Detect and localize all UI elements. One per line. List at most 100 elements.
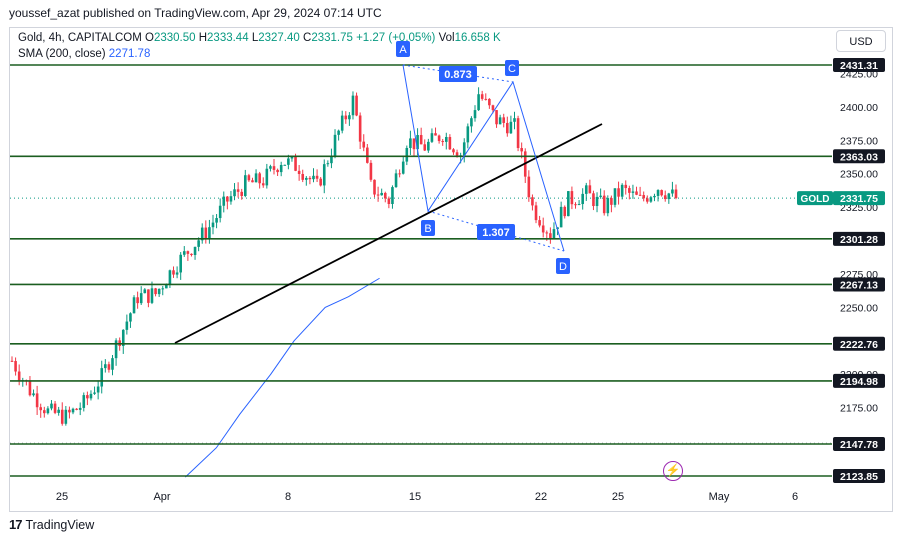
level-tag-text: 2147.78 bbox=[840, 439, 878, 451]
legend-vol: 16.658 K bbox=[454, 32, 501, 44]
candle-body bbox=[649, 197, 653, 202]
level-tag-bg bbox=[833, 231, 885, 246]
candle-body bbox=[653, 195, 656, 198]
x-tick-label: Apr bbox=[153, 491, 170, 503]
candle-body bbox=[498, 117, 502, 125]
candle-body bbox=[143, 289, 147, 294]
level-tag-bg bbox=[833, 336, 885, 351]
legend-high-label: H bbox=[198, 32, 208, 44]
candle-body bbox=[197, 240, 200, 247]
current-price-tag-bg bbox=[833, 191, 885, 206]
candle-body bbox=[441, 141, 445, 143]
candle-body bbox=[294, 156, 297, 171]
candle-body bbox=[14, 361, 17, 372]
candle-body bbox=[671, 189, 674, 194]
pattern-point-bg bbox=[556, 258, 570, 274]
candle-body bbox=[674, 189, 678, 199]
level-price-tag: 2147.78 bbox=[833, 437, 885, 452]
candle-body bbox=[620, 184, 624, 197]
candle-body bbox=[222, 196, 226, 206]
candle-body bbox=[240, 191, 244, 196]
candle-body bbox=[78, 407, 82, 410]
candle-body bbox=[82, 395, 86, 408]
candle-body bbox=[154, 288, 157, 295]
candle-body bbox=[595, 196, 599, 207]
candle-body bbox=[301, 173, 305, 180]
candle-body bbox=[599, 195, 602, 197]
candle-body bbox=[570, 191, 574, 205]
candle-body bbox=[581, 193, 584, 205]
candle-body bbox=[53, 403, 57, 413]
pattern-ratio-label: 1.307 bbox=[482, 227, 510, 239]
pattern-point-label: D bbox=[559, 261, 567, 273]
legend-symbol[interactable]: Gold, 4h, CAPITALCOM bbox=[18, 32, 142, 44]
chart-frame[interactable] bbox=[9, 27, 893, 512]
x-tick-label: 8 bbox=[285, 491, 291, 503]
candle-body bbox=[129, 313, 132, 322]
sma-200-line bbox=[184, 277, 380, 478]
candle-body bbox=[308, 177, 312, 180]
lightning-icon[interactable]: ⚡ bbox=[663, 461, 683, 481]
level-tag-bg bbox=[833, 58, 885, 72]
candle-body bbox=[330, 156, 333, 164]
tradingview-brand[interactable]: 17 TradingView bbox=[9, 517, 94, 532]
candle-body bbox=[305, 177, 308, 180]
candle-body bbox=[265, 168, 269, 186]
pattern-ratio-bg bbox=[477, 224, 515, 240]
y-tick-label: 2425.00 bbox=[840, 68, 878, 80]
candles bbox=[10, 87, 678, 426]
candle-body bbox=[351, 95, 355, 116]
pattern-legs bbox=[402, 64, 565, 252]
candle-body bbox=[200, 227, 204, 241]
level-tag-bg bbox=[833, 149, 885, 164]
current-price-tag-text: 2331.75 bbox=[840, 193, 878, 205]
candle-body bbox=[193, 246, 197, 256]
level-tag-bg bbox=[833, 437, 885, 452]
y-tick-label: 2200.00 bbox=[840, 369, 878, 381]
gold-tag-text: GOLD bbox=[801, 194, 830, 205]
candle-body bbox=[516, 118, 520, 149]
candle-body bbox=[405, 147, 409, 162]
pattern-ratio-label: 0.873 bbox=[444, 69, 472, 81]
y-tick-label: 2325.00 bbox=[840, 202, 878, 214]
candle-body bbox=[60, 409, 64, 424]
candle-body bbox=[617, 188, 620, 197]
candle-body bbox=[635, 191, 638, 195]
candle-body bbox=[509, 121, 513, 134]
candle-body bbox=[121, 329, 125, 347]
level-tag-text: 2301.28 bbox=[840, 234, 878, 246]
candle-body bbox=[319, 178, 322, 186]
candle-body bbox=[437, 135, 441, 142]
sma-line bbox=[184, 277, 380, 478]
pattern-point-bg bbox=[505, 60, 519, 76]
abcd-pattern: A B C D 0.873 1.307 bbox=[396, 41, 570, 274]
level-tag-bg bbox=[833, 373, 885, 388]
legend-line-ohlc: Gold, 4h, CAPITALCOM O2330.50 H2333.44 L… bbox=[18, 32, 501, 44]
brand-name: TradingView bbox=[25, 517, 95, 532]
candle-body bbox=[86, 395, 89, 399]
currency-button[interactable]: USD bbox=[836, 30, 886, 52]
candle-body bbox=[96, 386, 100, 393]
candle-body bbox=[549, 233, 552, 239]
candle-body bbox=[538, 220, 541, 226]
candle-body bbox=[520, 148, 523, 152]
tradingview-logo-icon: 17 bbox=[9, 517, 23, 532]
legend-sma-name[interactable]: SMA (200, close) bbox=[18, 48, 106, 60]
y-tick-label: 2175.00 bbox=[840, 403, 878, 415]
candle-body bbox=[484, 98, 488, 100]
candle-body bbox=[276, 169, 279, 173]
x-tick-label: May bbox=[709, 491, 730, 503]
candle-body bbox=[355, 95, 358, 116]
candle-body bbox=[642, 195, 645, 199]
candle-body bbox=[631, 191, 635, 193]
level-tag-bg bbox=[833, 277, 885, 292]
candle-body bbox=[215, 218, 218, 223]
candle-body bbox=[161, 288, 165, 290]
level-tag-text: 2431.31 bbox=[840, 60, 878, 72]
candle-body bbox=[358, 115, 362, 142]
level-tag-text: 2123.85 bbox=[840, 471, 878, 483]
candle-body bbox=[380, 192, 383, 196]
candle-body bbox=[104, 364, 107, 369]
y-tick-label: 2275.00 bbox=[840, 269, 878, 281]
